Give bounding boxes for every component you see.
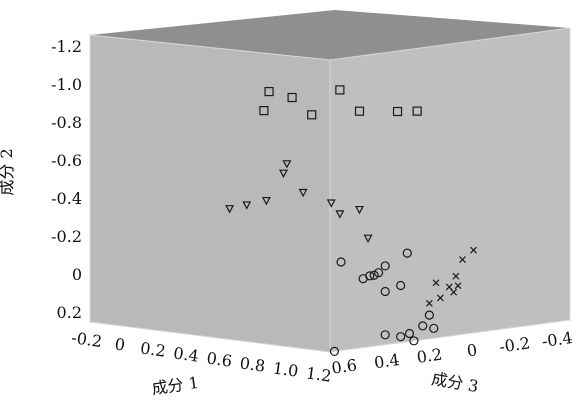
point-circle-3 [365,271,375,281]
z-tick-label: 0.6 [330,355,358,377]
y-tick-label: 0.2 [57,303,82,322]
z-tick-label: 0.4 [373,350,401,372]
point-cross-2 [452,272,460,280]
x-tick-label: 0.2 [139,338,167,360]
y-tick-label: 0 [72,265,82,284]
point-cross-6 [432,279,440,287]
y-axis-title: 成分 2 [0,148,16,195]
point-circle-15 [429,323,439,333]
point-triangle-down-8 [354,205,364,215]
point-cross-1 [459,256,466,263]
y-tick-label: -0.6 [51,151,82,170]
point-cross-4 [436,294,444,302]
y-tick-label: -1.2 [51,37,82,56]
y-tick-labels: -1.2 -1.0 -0.8 -0.6 -0.4 -0.2 0 0.2 [51,37,82,322]
point-square-7 [392,106,403,117]
point-circle-16 [329,346,340,357]
point-square-4 [307,110,317,120]
point-square-3 [287,92,297,103]
point-square-8 [412,106,422,116]
z-axis-title: 成分 3 [430,369,480,396]
point-triangle-down-3 [261,196,271,206]
point-circle-5 [373,268,384,278]
x-axis-title: 成分 1 [151,373,200,398]
z-tick-label: 0 [466,340,479,360]
point-circle-4 [369,270,379,280]
point-cross-3 [445,283,453,291]
right-face [329,27,571,353]
point-circle-1 [336,257,346,267]
point-circle-7 [380,286,390,297]
x-tick-label: -0.2 [70,328,103,351]
point-triangle-down-5 [298,188,308,198]
x-tick-labels: -0.2 0 0.2 0.4 0.6 0.8 1.0 1.2 [70,328,333,386]
point-circle-13 [418,321,428,331]
point-cross-7 [470,246,477,254]
point-circle-17 [409,336,419,346]
point-circle-11 [396,332,406,342]
y-tick-label: -0.2 [51,227,82,246]
left-face [89,34,331,353]
y-tick-label: -0.4 [51,189,82,208]
data-marks [225,85,477,357]
point-circle-6 [380,261,390,271]
y-tick-label: -0.8 [51,113,82,132]
z-tick-label: -0.2 [498,333,531,356]
point-square-2 [264,86,274,97]
x-tick-label: 0.4 [172,343,200,365]
y-tick-label: -1.0 [51,75,82,94]
point-triangle-down-4 [279,169,289,178]
point-square-5 [335,85,345,95]
point-triangle-down-6 [326,199,336,208]
point-triangle-down-7 [335,210,345,219]
point-triangle-down-2 [242,201,252,210]
x-tick-label: 0.6 [205,348,233,370]
point-cross-8 [454,282,462,290]
point-triangle-down-10 [282,160,292,169]
point-triangle-down-1 [225,205,235,214]
x-tick-label: 0.8 [239,353,267,375]
point-cross-5 [425,299,433,307]
point-triangle-down-9 [363,234,373,243]
point-square-1 [259,106,269,116]
z-tick-label: 0.2 [416,345,444,367]
point-circle-14 [424,310,434,320]
point-circle-12 [404,328,415,339]
point-square-6 [354,106,365,116]
point-circle-10 [380,330,390,340]
z-tick-labels: 0.6 0.4 0.2 0 -0.2 -0.4 [330,328,574,378]
x-tick-label: 1.2 [305,363,333,385]
x-tick-label: 1.0 [272,358,300,380]
z-tick-label: -0.4 [541,328,574,351]
point-circle-9 [402,248,412,258]
point-cross-9 [450,288,458,296]
point-circle-8 [396,280,406,291]
x-tick-label: 0 [114,334,127,354]
